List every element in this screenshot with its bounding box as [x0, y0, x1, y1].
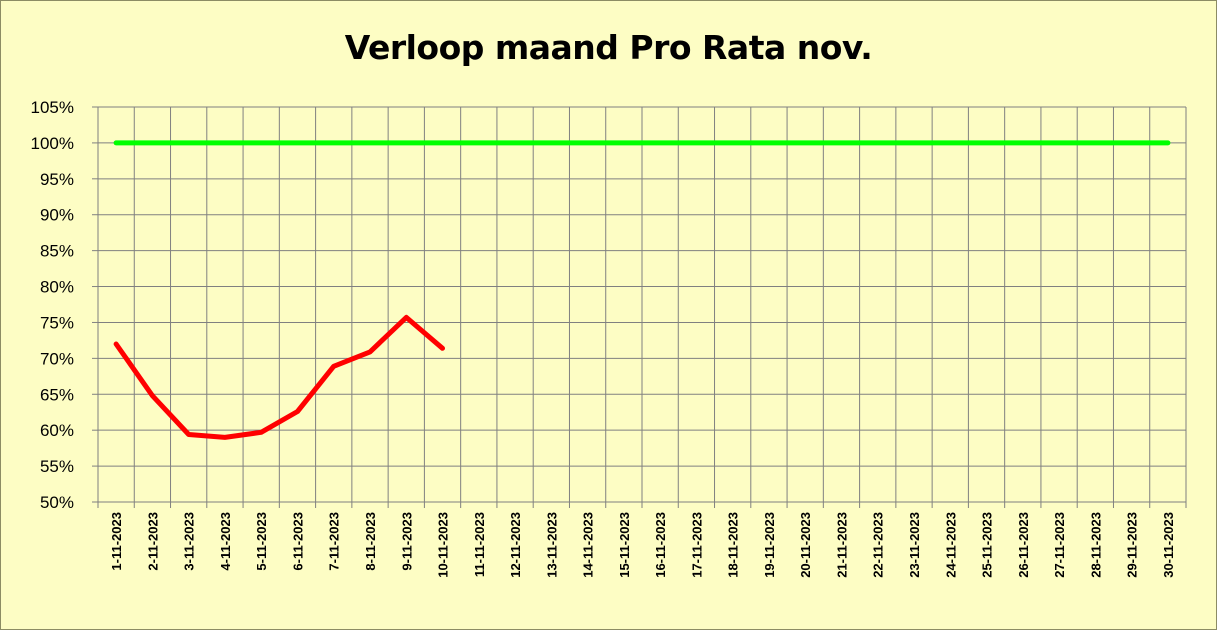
x-tick-label: 13-11-2023	[544, 512, 559, 578]
x-tick-label: 17-11-2023	[689, 512, 704, 578]
x-tick-label: 6-11-2023	[290, 512, 305, 571]
x-tick-label: 8-11-2023	[363, 512, 378, 571]
y-tick-label: 75%	[40, 313, 74, 332]
y-tick-label: 80%	[40, 278, 74, 297]
chart-title: Verloop maand Pro Rata nov.	[344, 28, 873, 67]
x-tick-label: 27-11-2023	[1052, 512, 1067, 578]
x-tick-label: 25-11-2023	[980, 512, 995, 578]
x-tick-label: 30-11-2023	[1161, 512, 1176, 578]
y-tick-label: 50%	[40, 493, 74, 512]
x-tick-label: 5-11-2023	[254, 512, 269, 571]
y-tick-label: 85%	[40, 242, 74, 261]
x-tick-label: 11-11-2023	[472, 512, 487, 577]
y-tick-label: 70%	[40, 349, 74, 368]
y-tick-label: 95%	[40, 170, 74, 189]
x-tick-label: 10-11-2023	[436, 512, 451, 578]
x-tick-label: 12-11-2023	[508, 512, 523, 578]
x-tick-label: 9-11-2023	[399, 512, 414, 571]
x-tick-label: 24-11-2023	[943, 512, 958, 578]
series-line	[113, 314, 445, 440]
x-tick-label: 26-11-2023	[1016, 512, 1031, 578]
x-tick-label: 16-11-2023	[653, 512, 668, 578]
x-tick-label: 19-11-2023	[762, 512, 777, 578]
y-axis-ticks: 50% 55% 60% 65% 70% 75% 80% 85% 90% 95% 100% 105%	[31, 98, 74, 512]
x-tick-label: 28-11-2023	[1088, 512, 1103, 578]
axes	[92, 106, 1187, 508]
x-tick-label: 20-11-2023	[798, 512, 813, 578]
series-1	[113, 314, 445, 440]
gridlines	[98, 106, 1187, 502]
x-tick-label: 3-11-2023	[182, 512, 197, 571]
x-tick-label: 15-11-2023	[617, 512, 632, 578]
y-tick-label: 60%	[40, 421, 74, 440]
x-tick-label: 21-11-2023	[834, 512, 849, 578]
x-tick-label: 14-11-2023	[581, 512, 596, 578]
y-tick-label: 90%	[40, 206, 74, 225]
x-tick-label: 2-11-2023	[145, 512, 160, 571]
x-axis-ticks: 1-11-2023 2-11-2023 3-11-2023 4-11-2023 5-11…	[109, 512, 1176, 578]
y-tick-label: 55%	[40, 457, 74, 476]
x-tick-label: 7-11-2023	[327, 512, 342, 571]
y-tick-label: 100%	[31, 134, 74, 153]
x-tick-label: 4-11-2023	[218, 512, 233, 571]
x-tick-label: 22-11-2023	[871, 512, 886, 578]
y-tick-label: 105%	[31, 98, 74, 117]
x-tick-label: 29-11-2023	[1125, 512, 1140, 578]
x-tick-label: 18-11-2023	[726, 512, 741, 578]
x-tick-label: 23-11-2023	[907, 512, 922, 578]
y-tick-label: 65%	[40, 385, 74, 404]
series-lines	[113, 140, 1171, 440]
x-tick-label: 1-11-2023	[109, 512, 124, 571]
